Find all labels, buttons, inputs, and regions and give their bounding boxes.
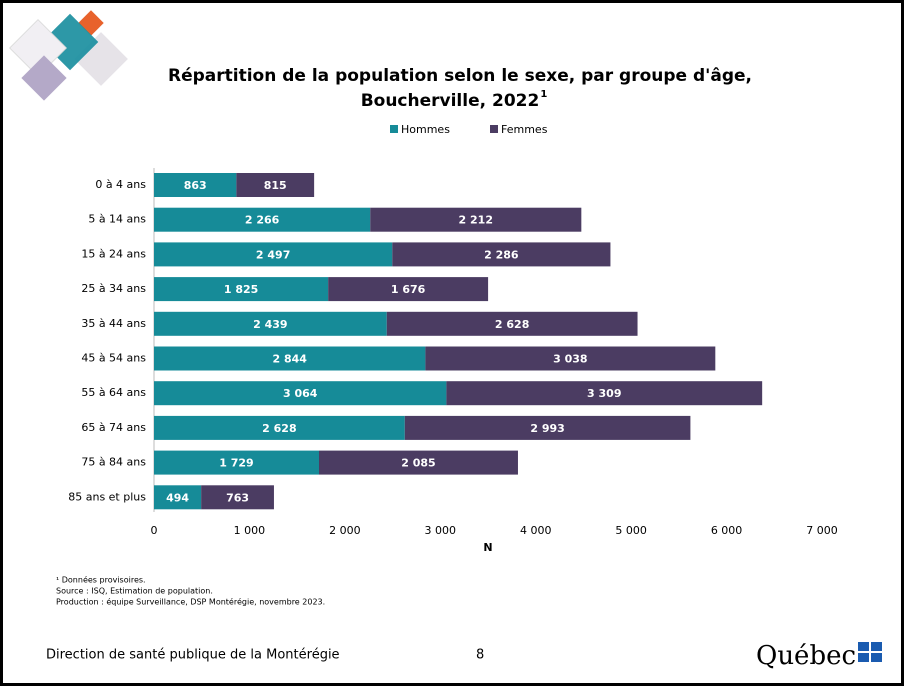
footer-text: Direction de santé publique de la Montér… bbox=[46, 648, 340, 663]
footnote: ¹ Données provisoires. bbox=[56, 575, 146, 585]
y-tick-label: 85 ans et plus bbox=[68, 490, 146, 503]
y-tick-label: 15 à 24 ans bbox=[81, 247, 146, 260]
bar-segment bbox=[425, 346, 716, 371]
value-label: 763 bbox=[226, 491, 249, 504]
bar-segment bbox=[236, 173, 315, 197]
bar-segment bbox=[154, 277, 329, 302]
footnote: Source : ISQ, Estimation de population. bbox=[56, 587, 213, 596]
y-tick-label: 5 à 14 ans bbox=[88, 213, 146, 226]
bar-segment bbox=[154, 381, 447, 406]
bar-segment bbox=[404, 415, 691, 440]
bar-segment bbox=[328, 277, 489, 302]
value-label: 863 bbox=[184, 179, 207, 192]
x-tick-label: 6 000 bbox=[711, 524, 743, 537]
bar-segment bbox=[201, 485, 274, 510]
bar-segment bbox=[392, 242, 611, 267]
footnote: Production : équipe Surveillance, DSP Mo… bbox=[56, 597, 325, 607]
value-label: 2 286 bbox=[484, 248, 519, 261]
y-tick-label: 35 à 44 ans bbox=[81, 317, 146, 330]
value-label: 2 212 bbox=[459, 214, 493, 227]
logo-flag bbox=[858, 642, 882, 662]
y-tick-label: 0 à 4 ans bbox=[95, 178, 146, 191]
legend-swatch bbox=[390, 125, 398, 133]
x-tick-label: 2 000 bbox=[329, 524, 361, 537]
y-tick-label: 55 à 64 ans bbox=[81, 386, 146, 399]
bar-segment bbox=[154, 311, 387, 336]
value-label: 2 497 bbox=[256, 248, 290, 261]
bar-segment bbox=[154, 415, 405, 440]
bar-segment bbox=[386, 311, 638, 336]
value-label: 2 085 bbox=[401, 457, 435, 470]
value-label: 2 628 bbox=[262, 422, 296, 435]
value-label: 2 628 bbox=[495, 318, 529, 331]
bar-segment bbox=[370, 207, 582, 232]
value-label: 494 bbox=[166, 491, 189, 504]
x-tick-label: 3 000 bbox=[425, 524, 457, 537]
chart-title: Répartition de la population selon le se… bbox=[168, 66, 752, 86]
logo-text: Québec bbox=[756, 641, 856, 671]
bar-segment bbox=[154, 450, 319, 475]
bar-segment bbox=[154, 242, 393, 267]
page-number: 8 bbox=[476, 648, 484, 663]
value-label: 815 bbox=[264, 179, 287, 192]
value-label: 3 038 bbox=[553, 353, 587, 366]
value-label: 2 844 bbox=[272, 353, 307, 366]
bar-segment bbox=[154, 346, 426, 371]
bar-segment bbox=[154, 173, 237, 197]
y-tick-label: 75 à 84 ans bbox=[81, 456, 146, 469]
bar-segment bbox=[318, 450, 518, 475]
title-note: 1 bbox=[540, 89, 547, 100]
x-tick-label: 0 bbox=[151, 524, 158, 537]
chart-title: Boucherville, 2022 bbox=[361, 91, 540, 111]
value-label: 2 993 bbox=[530, 422, 564, 435]
value-label: 1 676 bbox=[391, 283, 426, 296]
legend-label: Hommes bbox=[401, 123, 450, 136]
y-tick-label: 45 à 54 ans bbox=[81, 352, 146, 365]
x-tick-label: 4 000 bbox=[520, 524, 552, 537]
y-tick-label: 25 à 34 ans bbox=[81, 282, 146, 295]
decoration bbox=[9, 10, 128, 101]
value-label: 3 064 bbox=[283, 387, 318, 400]
x-axis-label: N bbox=[483, 541, 492, 554]
value-label: 1 729 bbox=[219, 457, 253, 470]
x-tick-label: 5 000 bbox=[615, 524, 647, 537]
value-label: 3 309 bbox=[587, 387, 621, 400]
y-tick-label: 65 à 74 ans bbox=[81, 421, 146, 434]
value-label: 2 266 bbox=[245, 214, 280, 227]
x-tick-label: 7 000 bbox=[806, 524, 838, 537]
value-label: 1 825 bbox=[224, 283, 258, 296]
bar-segment bbox=[154, 485, 202, 510]
bar-segment bbox=[154, 207, 371, 232]
legend-label: Femmes bbox=[501, 123, 548, 136]
bar-segment bbox=[446, 381, 763, 406]
legend-swatch bbox=[490, 125, 498, 133]
x-tick-label: 1 000 bbox=[234, 524, 266, 537]
value-label: 2 439 bbox=[253, 318, 287, 331]
